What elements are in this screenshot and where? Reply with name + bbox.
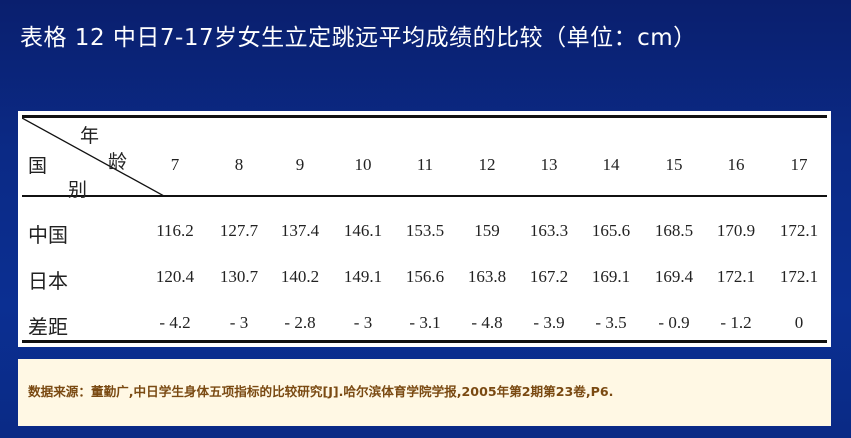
age-header-cell: 17 <box>790 155 808 174</box>
row-label: 中国 <box>28 223 68 247</box>
table-value-cell: - 4.2 <box>159 313 191 332</box>
table-value-cell: 170.9 <box>716 221 756 240</box>
age-header-cell: 14 <box>602 155 620 174</box>
table-value-cell: 168.5 <box>654 221 694 240</box>
table-value-cell: 140.2 <box>280 267 320 286</box>
age-header-cell: 10 <box>354 155 372 174</box>
header-bie-char: 别 <box>68 179 88 201</box>
age-header-cell: 15 <box>665 155 683 174</box>
table-value-cell: 146.1 <box>343 221 383 240</box>
table-value-cell: 169.1 <box>591 267 631 286</box>
table-value-cell: 163.8 <box>467 267 507 286</box>
age-header-cell: 11 <box>416 155 434 174</box>
table-value-cell: - 1.2 <box>720 313 752 332</box>
table-bottom-rule <box>22 340 827 343</box>
age-header-cell: 7 <box>170 155 180 174</box>
slide-title: 表格 12 中日7-17岁女生立定跳远平均成绩的比较（单位：cm） <box>20 25 697 51</box>
age-header-cell: 9 <box>295 155 305 174</box>
row-label: 差距 <box>28 315 68 339</box>
source-citation: 数据来源：董勤广,中日学生身体五项指标的比较研究[J].哈尔滨体育学院学报,20… <box>28 384 614 399</box>
table-value-cell: 120.4 <box>155 267 195 286</box>
table-value-cell: 163.3 <box>529 221 569 240</box>
age-header-cell: 16 <box>727 155 745 174</box>
table-value-cell: - 2.8 <box>284 313 316 332</box>
table-value-cell: 165.6 <box>591 221 631 240</box>
header-age-char: 龄 <box>108 151 128 173</box>
table-value-cell: 153.5 <box>405 221 445 240</box>
table-value-cell: 172.1 <box>716 267 756 286</box>
age-header-cell: 12 <box>478 155 496 174</box>
source-note-panel: 数据来源：董勤广,中日学生身体五项指标的比较研究[J].哈尔滨体育学院学报,20… <box>18 359 831 426</box>
table-value-cell: 137.4 <box>280 221 320 240</box>
header-country-char: 国 <box>28 155 48 177</box>
table-value-cell: - 3.5 <box>595 313 627 332</box>
table-value-cell: 156.6 <box>405 267 445 286</box>
table-value-cell: - 3 <box>229 313 249 332</box>
table-top-rule <box>22 115 827 118</box>
table-value-cell: - 3.9 <box>533 313 565 332</box>
table-value-cell: 172.1 <box>779 221 819 240</box>
age-header-cell: 8 <box>234 155 244 174</box>
table-value-cell: - 0.9 <box>658 313 690 332</box>
age-header-cell: 13 <box>540 155 558 174</box>
table-value-cell: 149.1 <box>343 267 383 286</box>
table-value-cell: 167.2 <box>529 267 569 286</box>
table-value-cell: 159 <box>474 221 500 240</box>
header-diagonal-line <box>22 118 164 196</box>
table-header-rule <box>22 195 827 197</box>
table-value-cell: 127.7 <box>219 221 259 240</box>
table-value-cell: - 3 <box>353 313 373 332</box>
table-value-cell: - 4.8 <box>471 313 503 332</box>
table-value-cell: 172.1 <box>779 267 819 286</box>
comparison-table: 年 龄 国 别 7 8 9 10 11 12 13 14 15 16 17 中国 116.2 127.7 1… <box>18 111 831 347</box>
row-label: 日本 <box>28 269 68 293</box>
table-value-cell: 130.7 <box>219 267 259 286</box>
header-year-char: 年 <box>80 125 100 147</box>
table-value-cell: 0 <box>794 313 804 332</box>
table-value-cell: 116.2 <box>156 221 194 240</box>
table-value-cell: 169.4 <box>654 267 694 286</box>
table-value-cell: - 3.1 <box>409 313 441 332</box>
